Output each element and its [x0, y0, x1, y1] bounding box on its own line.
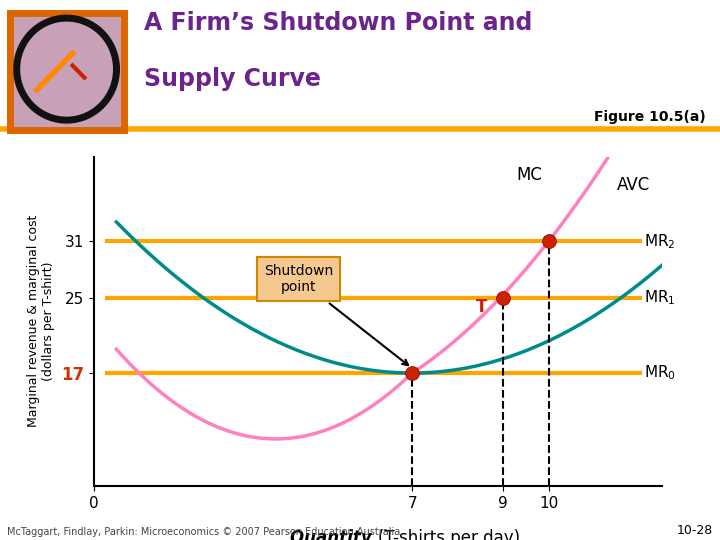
Text: Shutdown
point: Shutdown point [264, 264, 408, 365]
Text: Figure 10.5(a): Figure 10.5(a) [594, 110, 706, 124]
Text: AVC: AVC [617, 176, 650, 194]
Text: A Firm’s Shutdown Point and: A Firm’s Shutdown Point and [144, 11, 532, 35]
FancyBboxPatch shape [9, 13, 124, 130]
Text: MR$_1$: MR$_1$ [644, 288, 676, 307]
Text: Quantity: Quantity [290, 529, 378, 540]
Text: 10-28: 10-28 [677, 524, 713, 537]
Text: MR$_2$: MR$_2$ [644, 232, 676, 251]
Text: MR$_0$: MR$_0$ [644, 364, 676, 382]
Text: T: T [476, 298, 487, 316]
Text: McTaggart, Findlay, Parkin: Microeconomics © 2007 Pearson Education Australia: McTaggart, Findlay, Parkin: Microeconomi… [7, 527, 400, 537]
Text: Supply Curve: Supply Curve [144, 68, 321, 91]
Y-axis label: Marginal revenue & marginal cost
(dollars per T-shirt): Marginal revenue & marginal cost (dollar… [27, 215, 55, 428]
Text: (T-shirts per day): (T-shirts per day) [378, 529, 520, 540]
Text: MC: MC [517, 166, 543, 185]
